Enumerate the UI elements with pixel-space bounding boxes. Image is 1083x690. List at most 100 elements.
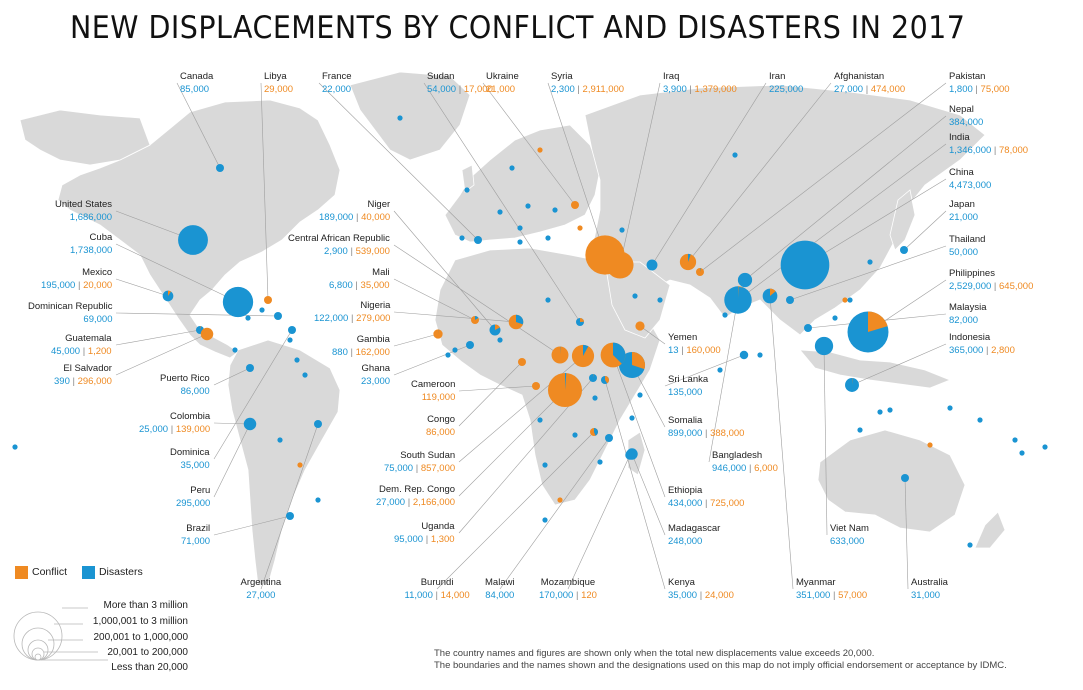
disasters-value: 82,000 xyxy=(949,315,979,326)
minor-dot xyxy=(315,497,321,503)
bubble-japan xyxy=(900,246,908,254)
minor-dot xyxy=(887,407,893,413)
conflict-value: 20,000 xyxy=(83,280,113,291)
bubble-argentina xyxy=(314,420,322,428)
disasters-value: 880 xyxy=(332,347,348,358)
value-separator: | xyxy=(353,212,362,223)
conflict-value: 6,000 xyxy=(754,463,778,474)
minor-dot xyxy=(445,352,451,358)
minor-dot xyxy=(545,297,551,303)
disasters-value: 54,000 xyxy=(427,84,457,95)
minor-dot xyxy=(542,517,548,523)
label-dem-rep-congo: Dem. Rep. Congo 27,000 | 2,166,000 xyxy=(376,483,455,509)
disasters-value: 86,000 xyxy=(180,386,210,397)
leader-japan xyxy=(903,210,947,251)
minor-dot xyxy=(637,392,643,398)
minor-dot xyxy=(509,165,515,171)
disasters-value: 13 xyxy=(668,345,679,356)
disasters-value: 69,000 xyxy=(83,314,113,325)
leader-iraq xyxy=(619,82,661,266)
bubble-nigeria xyxy=(508,314,524,330)
minor-dot xyxy=(245,315,251,321)
label-australia: Australia 31,000 xyxy=(911,576,948,602)
country-values: 170,000 | 120 xyxy=(539,589,597,602)
country-name: Dominica xyxy=(170,447,210,458)
minor-dot xyxy=(1042,444,1048,450)
size-legend-1: More than 3 million xyxy=(103,600,188,611)
label-ethiopia: Ethiopia 434,000 | 725,000 xyxy=(668,484,744,510)
leader-viet-nam xyxy=(823,345,828,536)
bubble-peru-major xyxy=(243,417,257,431)
bubble-myanmar-minor xyxy=(770,288,776,296)
leader-iran xyxy=(651,82,767,266)
country-name: Uganda xyxy=(421,521,455,532)
conflict-value: 120 xyxy=(581,590,597,601)
leader-madagascar xyxy=(631,453,666,536)
bubble-canada xyxy=(216,164,224,172)
bubble-dem-rep-congo-minor xyxy=(565,372,567,390)
country-name: Canada xyxy=(180,71,214,82)
disasters-value: 84,000 xyxy=(485,590,515,601)
value-separator: | xyxy=(702,498,711,509)
country-name: Mexico xyxy=(82,267,113,278)
label-ghana: Ghana 23,000 xyxy=(361,362,390,388)
bubble-malawi-major xyxy=(605,434,613,442)
country-name: Dominican Republic xyxy=(28,301,113,312)
leader-india xyxy=(737,143,947,301)
bubble-nigeria-minor xyxy=(516,314,524,325)
conflict-value: 57,000 xyxy=(838,590,868,601)
bubble-sudan xyxy=(576,318,584,326)
disasters-value: 390 xyxy=(54,376,70,387)
bubble-ukraine-major xyxy=(571,201,579,209)
minor-dot xyxy=(717,367,723,373)
country-values: 11,000 | 14,000 xyxy=(405,589,470,602)
bubble-ukraine xyxy=(571,201,579,209)
bubble-south-sudan-minor xyxy=(583,344,589,356)
value-separator: | xyxy=(991,281,1000,292)
disasters-value: 189,000 xyxy=(319,212,354,223)
minor-dot xyxy=(557,497,563,503)
minor-dot xyxy=(977,417,983,423)
label-myanmar: Myanmar 351,000 | 57,000 xyxy=(796,576,867,602)
conflict-value: 474,000 xyxy=(870,84,906,95)
country-name: Burundi xyxy=(420,577,454,588)
value-separator: | xyxy=(432,590,441,601)
leader-cuba xyxy=(115,243,239,303)
bubble-pakistan xyxy=(696,268,704,276)
value-separator: | xyxy=(168,424,176,435)
country-name: Ethiopia xyxy=(668,485,703,496)
footnote-1: The country names and figures are shown … xyxy=(434,648,875,659)
bubble-malawi xyxy=(605,434,613,442)
country-values: 82,000 xyxy=(949,314,987,327)
country-values: 2,300 | 2,911,000 xyxy=(551,83,624,96)
bubble-philippines-minor xyxy=(868,311,888,332)
disasters-value: 95,000 xyxy=(394,534,424,545)
bubble-iraq-major xyxy=(606,251,634,279)
disasters-value: 135,000 xyxy=(668,387,703,398)
bubble-cameroon xyxy=(532,382,540,390)
disasters-value: 11,000 xyxy=(404,590,433,601)
bubble-niger xyxy=(489,324,501,336)
minor-dot xyxy=(632,293,638,299)
country-values: 899,000 | 388,000 xyxy=(668,427,744,440)
minor-dot xyxy=(572,432,578,438)
country-values: 31,000 xyxy=(911,589,948,602)
conflict-value: 139,000 xyxy=(175,424,211,435)
label-libya: Libya 29,000 xyxy=(264,70,293,96)
country-name: Central African Republic xyxy=(288,233,390,244)
conflict-value: 388,000 xyxy=(710,428,745,439)
country-name: Niger xyxy=(367,199,391,210)
bubble-ghana xyxy=(466,341,474,349)
world-map xyxy=(12,71,1048,590)
bubble-yemen-major xyxy=(635,321,645,331)
bubble-sri-lanka xyxy=(739,350,749,360)
value-separator: | xyxy=(686,84,695,95)
country-name: Mali xyxy=(372,267,390,278)
footnotes: The country names and figures are shown … xyxy=(434,648,1007,672)
country-values: 1,738,000 xyxy=(70,244,112,257)
country-name: Dem. Rep. Congo xyxy=(379,484,456,495)
leader-burundi xyxy=(436,431,595,590)
bubble-burundi-minor xyxy=(594,428,598,436)
conflict-value: 1,379,000 xyxy=(694,84,737,95)
bubble-yemen xyxy=(635,321,645,331)
